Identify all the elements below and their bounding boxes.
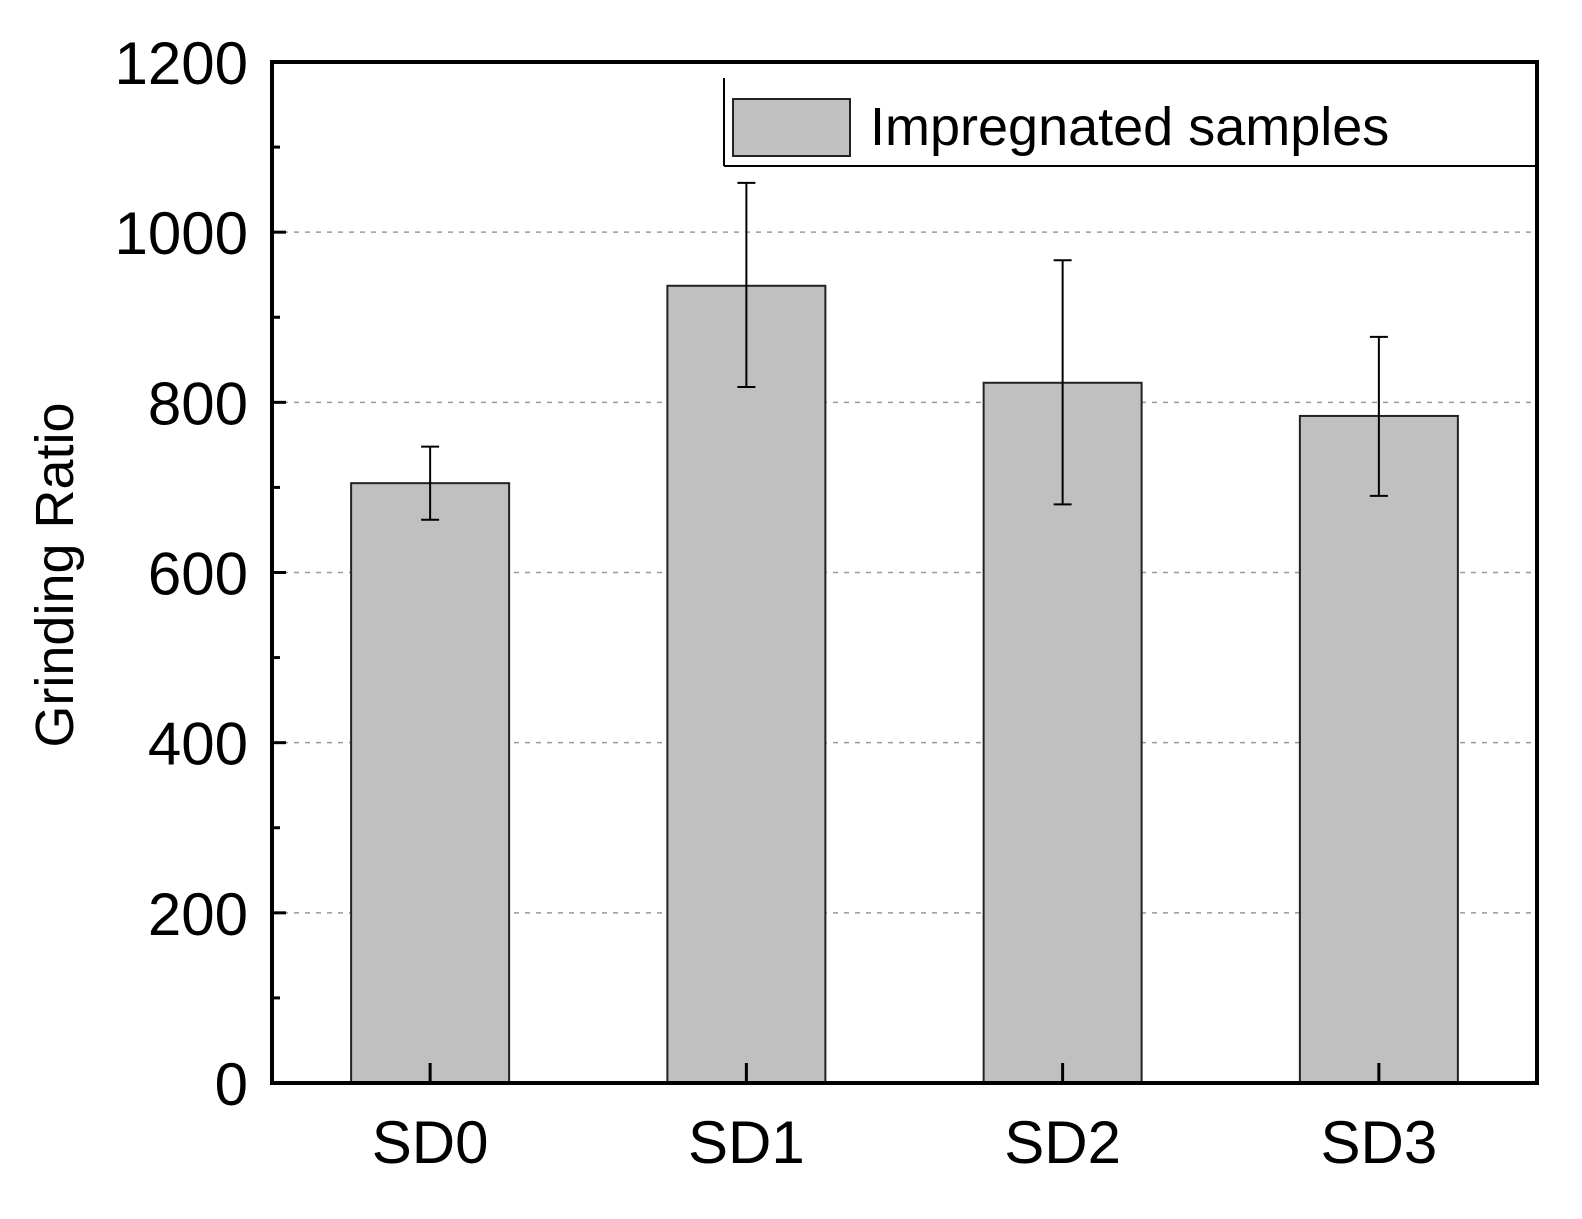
bar-sd0 [350, 482, 511, 1085]
y-tick-label: 400 [148, 711, 248, 778]
legend: Impregnated samples [723, 78, 1537, 167]
y-tick-label: 1200 [115, 30, 248, 97]
bar-sd3 [1298, 414, 1459, 1084]
y-axis-label: Grinding Ratio [25, 402, 85, 747]
bars [350, 284, 1459, 1085]
x-tick-label: SD2 [1004, 1109, 1121, 1176]
y-tick-label: 800 [148, 370, 248, 437]
y-tick-label: 600 [148, 541, 248, 608]
ticks [272, 60, 1381, 1085]
y-tick-label: 1000 [115, 200, 248, 267]
error-bars [421, 181, 1388, 521]
bar-sd2 [982, 381, 1143, 1084]
legend-swatch [732, 98, 851, 157]
x-tick-label: SD1 [688, 1109, 805, 1176]
x-tick-label: SD3 [1321, 1109, 1438, 1176]
y-tick-label: 0 [215, 1051, 248, 1118]
legend-label: Impregnated samples [870, 97, 1389, 157]
tick-labels: 0 200 400 600 800 1000 1200 SD0 SD1 SD2 SD3 [115, 30, 1438, 1176]
x-tick-label: SD0 [372, 1109, 489, 1176]
y-tick-label: 200 [148, 881, 248, 948]
bar-sd1 [666, 284, 827, 1084]
